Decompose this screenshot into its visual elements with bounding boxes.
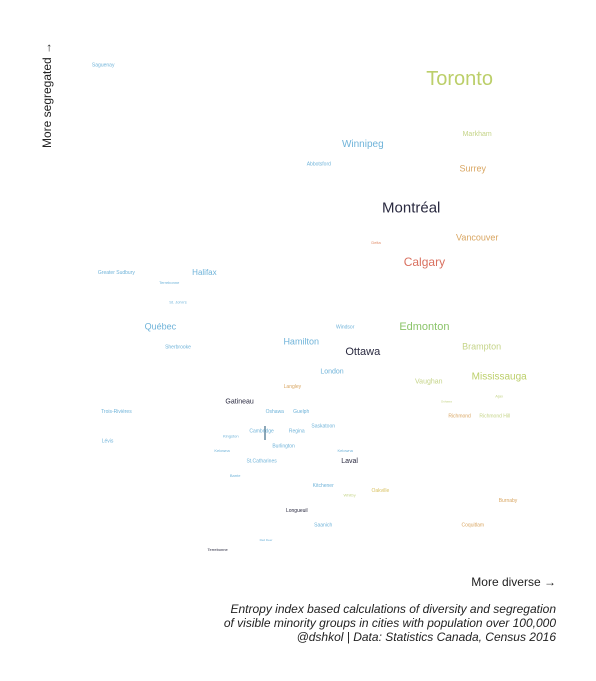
point-label-38: Burlington [272, 443, 295, 449]
point-label-46: Whitby [343, 493, 355, 498]
caption-line-3: @dshkol | Data: Statistics Canada, Censu… [224, 630, 556, 644]
point-label-30: Richmond [448, 414, 471, 420]
point-label-6: Montréal [382, 199, 440, 216]
point-label-44: Kitchener [313, 483, 334, 489]
point-label-19: Ottawa [345, 346, 381, 358]
caption-line-2: of visible minority groups in cities wit… [224, 616, 556, 630]
caption-line-1: Entropy index based calculations of dive… [224, 602, 556, 616]
point-label-42: Laval [341, 458, 358, 465]
point-label-48: Longueuil [286, 508, 308, 514]
point-label-49: Saanich [314, 523, 332, 529]
point-label-28: Oshawa [266, 409, 285, 415]
point-label-51: Red Deer [260, 538, 273, 542]
point-label-9: Calgary [404, 255, 445, 269]
point-label-23: Vaughan [415, 379, 443, 386]
point-label-3: Winnipeg [342, 139, 384, 150]
point-label-1: Saguenay [92, 62, 115, 68]
x-axis-label: More diverse → [471, 575, 556, 589]
point-label-11: Greater Sudbury [98, 270, 135, 276]
point-label-34: Cambridge [249, 429, 274, 435]
point-label-32: Trois-Rivières [101, 409, 132, 415]
point-label-25: Ajax [495, 394, 503, 399]
point-label-22: Mississauga [472, 371, 527, 382]
point-label-18: Sherbrooke [165, 344, 191, 350]
point-label-52: Terrebonne [207, 547, 228, 552]
point-label-29: Guelph [293, 409, 309, 415]
point-label-0: Toronto [426, 68, 493, 90]
point-label-8: Delta [371, 240, 381, 245]
point-label-24: Langley [284, 384, 302, 390]
point-label-12: Terrebonne [159, 280, 180, 285]
point-label-40: Kelowna [214, 448, 230, 453]
point-label-27: Gatineau [225, 398, 254, 405]
caption: Entropy index based calculations of dive… [224, 602, 556, 644]
point-label-39: Kelowna [338, 448, 354, 453]
point-label-17: Hamilton [283, 337, 319, 347]
point-label-26: Oshawa [441, 399, 452, 403]
point-label-10: Halifax [192, 268, 216, 277]
point-label-21: London [320, 369, 343, 376]
point-label-20: Brampton [462, 341, 501, 351]
point-label-15: Edmonton [399, 321, 449, 333]
point-label-33: Saskatoon [311, 424, 335, 430]
point-label-37: Lévis [102, 438, 114, 444]
point-label-36: Kingston [223, 433, 239, 438]
point-label-43: Barrie [230, 473, 241, 478]
point-label-16: Windsor [336, 325, 355, 331]
point-labels-group: Toronto Saguenay Markham Winnipeg Abbotsford… [92, 62, 527, 552]
point-label-31: Richmond Hill [479, 414, 510, 420]
point-label-47: Burnaby [499, 498, 518, 504]
point-label-50: Coquitlam [462, 523, 485, 529]
point-label-13: St. John's [169, 300, 186, 305]
point-label-5: Surrey [460, 163, 487, 173]
point-label-14: Québec [145, 322, 177, 332]
point-label-7: Vancouver [456, 233, 498, 243]
point-label-41: St.Catharines [246, 458, 277, 464]
point-label-4: Abbotsford [307, 161, 331, 167]
point-label-35: Regina [289, 429, 305, 435]
point-label-2: Markham [463, 131, 492, 138]
point-label-45: Oakville [372, 488, 390, 494]
y-axis-label: More segregated → [40, 42, 54, 148]
